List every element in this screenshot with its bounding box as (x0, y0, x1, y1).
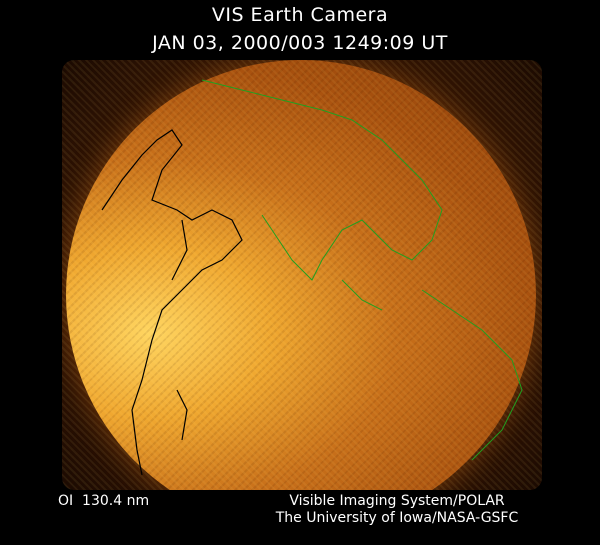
coastline-overlay (101, 79, 523, 476)
asia-coastline (201, 79, 523, 461)
instrument-credit: Visible Imaging System/POLAR (289, 493, 505, 509)
earth-disk (66, 60, 536, 490)
credits: Visible Imaging System/POLAR The Univers… (252, 493, 542, 527)
image-title: VIS Earth Camera (211, 4, 389, 26)
africa-europe-coastline (101, 129, 243, 476)
earth-image (62, 60, 542, 490)
wavelength-label: OI 130.4 nm (58, 493, 150, 509)
institution-credit: The University of Iowa/NASA-GSFC (275, 510, 519, 526)
image-noise (62, 60, 542, 490)
image-timestamp: JAN 03, 2000/003 1249:09 UT (152, 32, 448, 54)
